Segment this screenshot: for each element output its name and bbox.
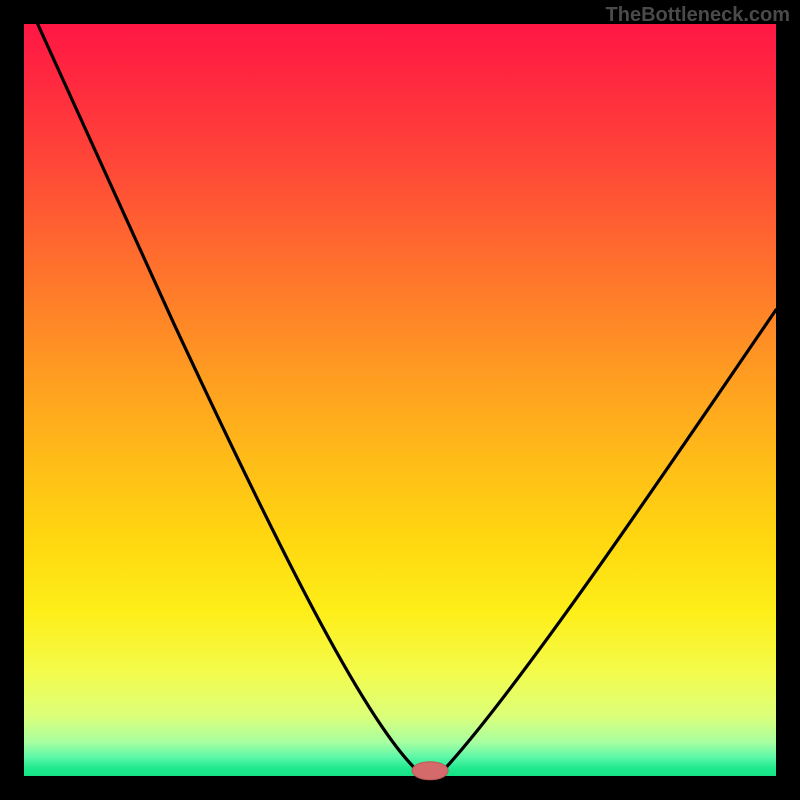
- bottleneck-curve-chart: [0, 0, 800, 800]
- plot-background: [24, 24, 776, 776]
- optimal-point-marker: [412, 762, 448, 780]
- chart-container: TheBottleneck.com: [0, 0, 800, 800]
- watermark-label: TheBottleneck.com: [606, 4, 790, 27]
